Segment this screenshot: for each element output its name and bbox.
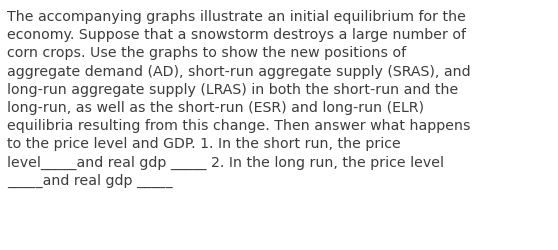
Text: The accompanying graphs illustrate an initial equilibrium for the
economy. Suppo: The accompanying graphs illustrate an in… xyxy=(7,10,470,187)
